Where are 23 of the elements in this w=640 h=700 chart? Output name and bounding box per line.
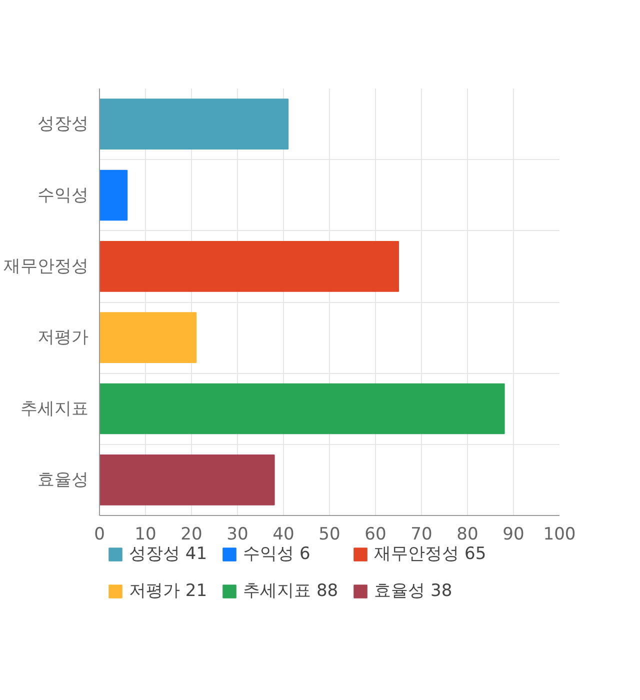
y-tick-label: 효율성	[38, 470, 88, 490]
legend-label: 추세지표 88	[243, 580, 338, 602]
x-tick-label: 30	[226, 524, 248, 544]
x-tick-label: 20	[180, 524, 202, 544]
legend-label: 재무안정성 65	[374, 543, 486, 565]
y-tick-label: 저평가	[38, 328, 88, 348]
y-tick-label: 성장성	[38, 114, 88, 134]
y-tick-label: 재무안정성	[4, 256, 88, 276]
x-tick-label: 60	[364, 524, 386, 544]
x-tick-label: 0	[94, 524, 105, 544]
x-tick-label: 50	[318, 524, 340, 544]
legend-label: 성장성 41	[129, 543, 208, 565]
x-tick-label: 90	[502, 524, 524, 544]
x-tick-label: 100	[543, 524, 576, 544]
y-tick-label: 추세지표	[20, 398, 88, 419]
legend-label: 저평가 21	[129, 580, 208, 602]
x-tick-label: 40	[272, 524, 294, 544]
legend-label: 수익성 6	[243, 543, 310, 565]
x-tick-label: 10	[134, 524, 156, 544]
y-tick-label: 수익성	[38, 185, 88, 206]
x-tick-label: 70	[410, 524, 432, 544]
legend-label: 효율성 38	[374, 580, 452, 602]
x-tick-label: 80	[456, 524, 478, 544]
